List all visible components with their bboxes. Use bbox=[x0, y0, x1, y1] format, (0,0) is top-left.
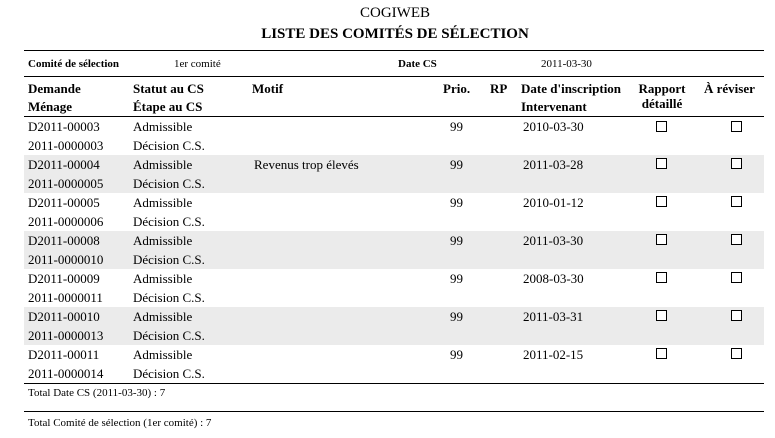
row-shading bbox=[24, 231, 764, 269]
cell-etape: Décision C.S. bbox=[133, 290, 205, 305]
cell-statut: Admissible bbox=[133, 347, 193, 362]
col-rapport-line1: Rapport bbox=[638, 81, 686, 96]
rapport-checkbox[interactable] bbox=[656, 348, 667, 359]
cell-demande: D2011-00010 bbox=[28, 309, 100, 324]
cell-etape: Décision C.S. bbox=[133, 176, 205, 191]
rapport-checkbox[interactable] bbox=[656, 272, 667, 283]
comite-value: 1er comité bbox=[174, 58, 221, 70]
cell-prio: 99 bbox=[450, 119, 463, 134]
col-rapport-line2: détaillé bbox=[641, 96, 683, 111]
cell-date: 2008-03-30 bbox=[523, 271, 584, 286]
cell-prio: 99 bbox=[450, 233, 463, 248]
cell-demande: D2011-00008 bbox=[28, 233, 100, 248]
cell-menage: 2011-0000013 bbox=[28, 328, 104, 343]
row-shading bbox=[24, 155, 764, 193]
a-reviser-checkbox[interactable] bbox=[731, 234, 742, 245]
date-cs-total: Total Date CS (2011-03-30) : 7 bbox=[28, 387, 166, 399]
header-rule bbox=[24, 76, 764, 77]
row-shading bbox=[24, 307, 764, 345]
a-reviser-checkbox[interactable] bbox=[731, 310, 742, 321]
a-reviser-checkbox[interactable] bbox=[731, 348, 742, 359]
col-rp: RP bbox=[490, 81, 508, 96]
cell-etape: Décision C.S. bbox=[133, 214, 205, 229]
cell-menage: 2011-0000011 bbox=[28, 290, 103, 305]
a-reviser-checkbox[interactable] bbox=[731, 272, 742, 283]
cell-etape: Décision C.S. bbox=[133, 138, 205, 153]
cell-demande: D2011-00011 bbox=[28, 347, 100, 362]
cell-demande: D2011-00009 bbox=[28, 271, 100, 286]
footer-rule bbox=[24, 411, 764, 412]
top-rule bbox=[24, 50, 764, 51]
cell-date: 2011-03-31 bbox=[523, 309, 584, 324]
a-reviser-checkbox[interactable] bbox=[731, 121, 742, 132]
rapport-checkbox[interactable] bbox=[656, 158, 667, 169]
cell-motif: Revenus trop élevés bbox=[254, 157, 359, 172]
cell-prio: 99 bbox=[450, 309, 463, 324]
cell-statut: Admissible bbox=[133, 157, 193, 172]
date-cs-label: Date CS bbox=[398, 58, 437, 70]
cell-date: 2011-02-15 bbox=[523, 347, 584, 362]
cell-menage: 2011-0000006 bbox=[28, 214, 104, 229]
columns-rule bbox=[24, 116, 764, 117]
a-reviser-checkbox[interactable] bbox=[731, 196, 742, 207]
cell-statut: Admissible bbox=[133, 119, 193, 134]
col-demande: Demande bbox=[28, 81, 81, 96]
cell-prio: 99 bbox=[450, 271, 463, 286]
cell-demande: D2011-00004 bbox=[28, 157, 100, 172]
cell-prio: 99 bbox=[450, 195, 463, 210]
comite-total: Total Comité de sélection (1er comité) :… bbox=[28, 417, 212, 429]
cell-statut: Admissible bbox=[133, 309, 193, 324]
cell-statut: Admissible bbox=[133, 271, 193, 286]
col-statut: Statut au CS bbox=[133, 81, 204, 96]
cell-date: 2010-01-12 bbox=[523, 195, 584, 210]
col-date-inscription: Date d'inscription bbox=[521, 81, 622, 96]
cell-statut: Admissible bbox=[133, 195, 193, 210]
col-menage: Ménage bbox=[28, 99, 73, 114]
cell-etape: Décision C.S. bbox=[133, 328, 205, 343]
a-reviser-checkbox[interactable] bbox=[731, 158, 742, 169]
cell-menage: 2011-0000014 bbox=[28, 366, 104, 381]
rapport-checkbox[interactable] bbox=[656, 234, 667, 245]
comite-label: Comité de sélection bbox=[28, 58, 120, 70]
rapport-checkbox[interactable] bbox=[656, 121, 667, 132]
cell-menage: 2011-0000003 bbox=[28, 138, 104, 153]
cell-date: 2011-03-28 bbox=[523, 157, 584, 172]
totals-rule bbox=[24, 383, 764, 384]
cell-menage: 2011-0000005 bbox=[28, 176, 104, 191]
col-motif: Motif bbox=[252, 81, 284, 96]
col-intervenant: Intervenant bbox=[521, 99, 587, 114]
report-title: LISTE DES COMITÉS DE SÉLECTION bbox=[261, 26, 529, 42]
cell-etape: Décision C.S. bbox=[133, 252, 205, 267]
cell-demande: D2011-00003 bbox=[28, 119, 100, 134]
cell-prio: 99 bbox=[450, 157, 463, 172]
rapport-checkbox[interactable] bbox=[656, 310, 667, 321]
cell-date: 2011-03-30 bbox=[523, 233, 584, 248]
cell-demande: D2011-00005 bbox=[28, 195, 100, 210]
cell-menage: 2011-0000010 bbox=[28, 252, 104, 267]
cell-prio: 99 bbox=[450, 347, 463, 362]
app-title: COGIWEB bbox=[360, 5, 430, 21]
cell-etape: Décision C.S. bbox=[133, 366, 205, 381]
col-etape: Étape au CS bbox=[133, 99, 203, 114]
cell-statut: Admissible bbox=[133, 233, 193, 248]
col-prio: Prio. bbox=[443, 81, 471, 96]
cell-date: 2010-03-30 bbox=[523, 119, 584, 134]
rapport-checkbox[interactable] bbox=[656, 196, 667, 207]
col-a-reviser: À réviser bbox=[704, 81, 755, 96]
date-cs-value: 2011-03-30 bbox=[541, 58, 592, 70]
